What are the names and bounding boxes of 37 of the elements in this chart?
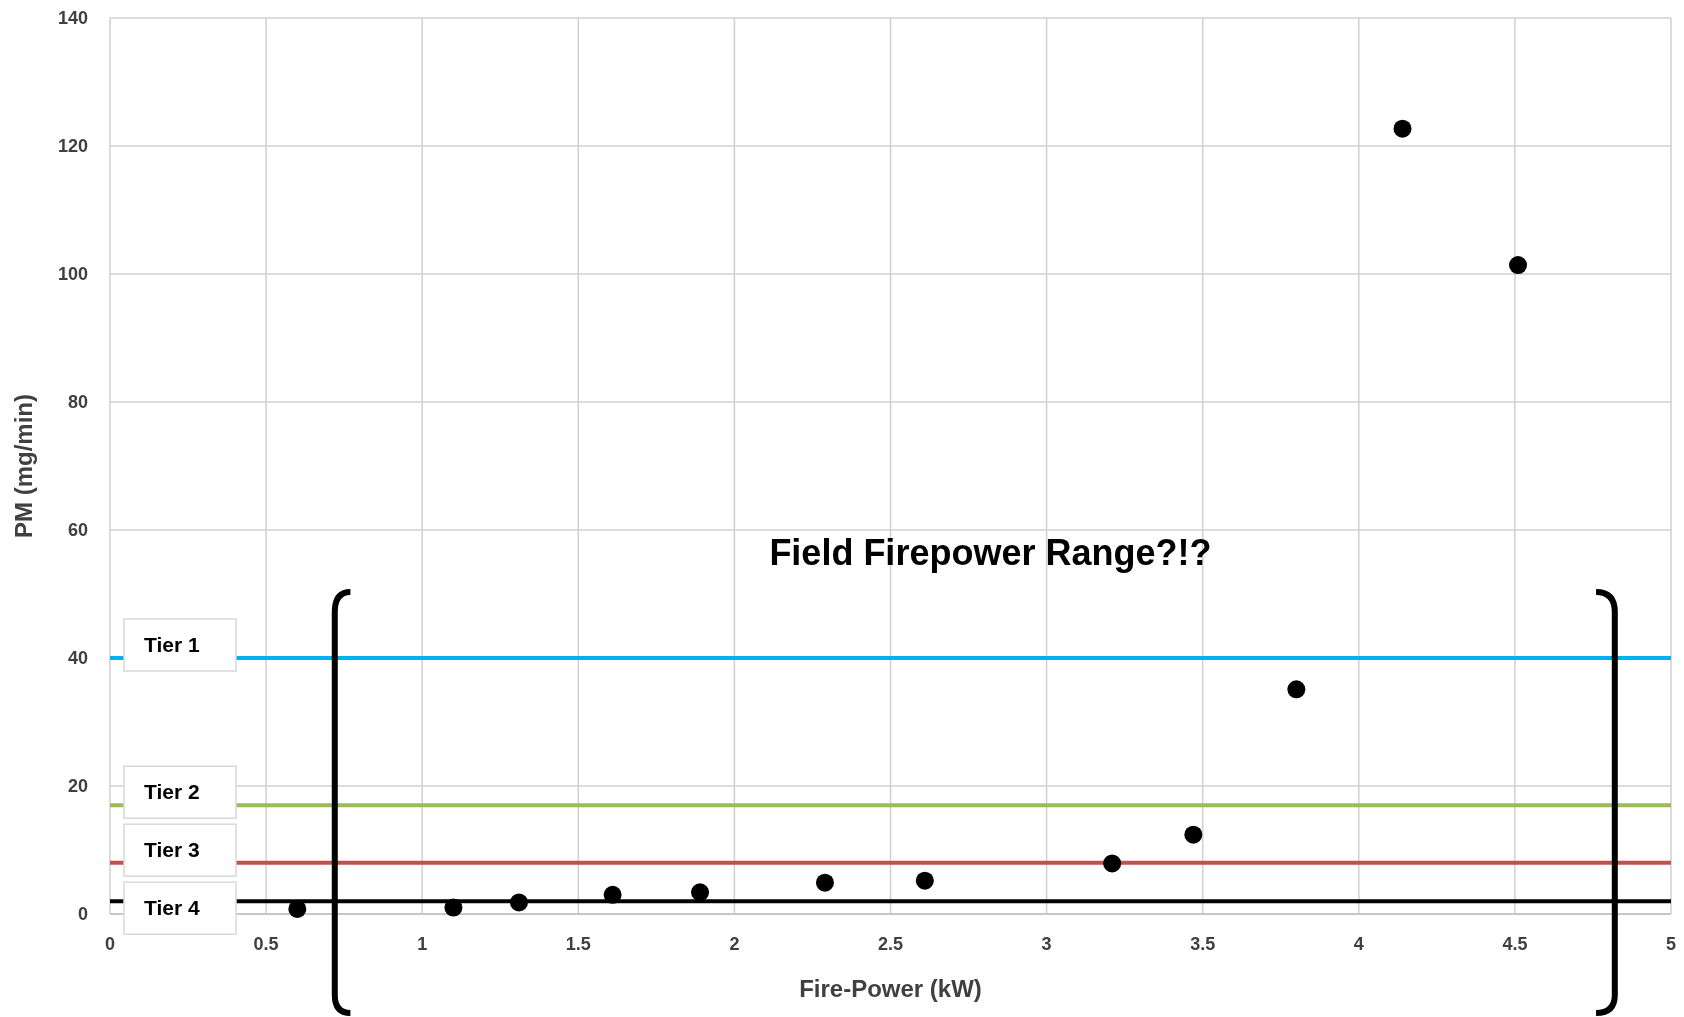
x-tick-label: 4.5 <box>1502 934 1528 954</box>
point <box>915 871 934 890</box>
y-tick-label: 20 <box>67 776 88 796</box>
x-tick-label: 1 <box>417 934 428 954</box>
point <box>603 885 622 904</box>
point <box>509 893 528 912</box>
y-axis-title: PM (mg/min) <box>10 394 37 538</box>
x-tick-label: 2.5 <box>877 934 904 954</box>
y-tick-label: 40 <box>67 648 88 668</box>
x-tick-label: 5 <box>1665 934 1677 954</box>
annotation: Field Firepower Range?!? <box>769 532 1212 573</box>
x-tick-label: 3.5 <box>1190 934 1216 954</box>
y-tick-label: 140 <box>57 8 88 28</box>
y-tick-label: 120 <box>57 136 88 156</box>
y-tick-label: 0 <box>77 904 88 924</box>
y-tick-label: 100 <box>57 264 88 284</box>
x-axis-title: Fire-Power (kW) <box>799 975 982 1002</box>
x-tick-label: 1.5 <box>565 934 591 954</box>
x-tick-label: 0.5 <box>253 934 279 954</box>
point <box>444 898 463 917</box>
ref-line-label: Tier 2 <box>144 780 200 804</box>
x-tick-label: 2 <box>729 934 740 954</box>
y-tick-label: 60 <box>67 520 88 540</box>
point <box>691 883 710 902</box>
point <box>1103 854 1122 873</box>
x-tick-label: 3 <box>1041 934 1052 954</box>
point <box>1509 256 1528 275</box>
point <box>815 873 834 892</box>
y-tick-label: 80 <box>67 392 88 412</box>
x-tick-label: 4 <box>1353 934 1364 954</box>
point <box>1287 680 1306 699</box>
x-tick-label: 0 <box>104 934 116 954</box>
ref-line-label: Tier 3 <box>144 838 200 862</box>
ref-line-label: Tier 1 <box>144 633 200 656</box>
point <box>1393 119 1412 138</box>
point <box>1184 825 1203 844</box>
ref-line-label: Tier 4 <box>144 896 200 920</box>
